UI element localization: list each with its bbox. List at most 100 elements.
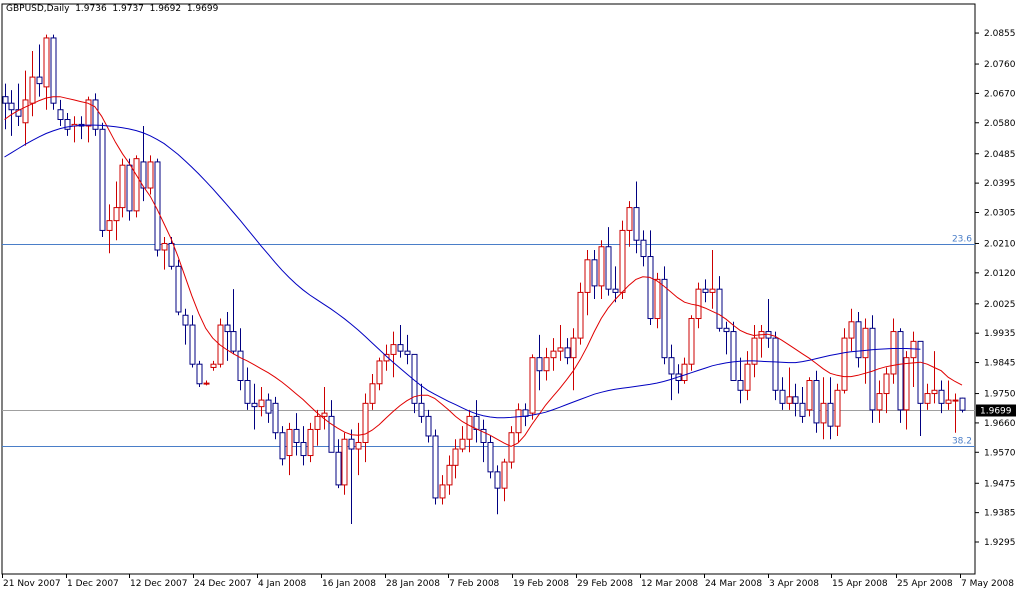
candle-body	[772, 337, 779, 391]
candle-body	[487, 441, 494, 473]
candle-body	[681, 363, 688, 382]
candle-body	[57, 109, 64, 121]
y-tick-label: 2.0760	[984, 60, 1016, 70]
candle-body	[598, 246, 605, 287]
fib-level-label: 38.2	[952, 437, 972, 447]
chart-symbol-label: GBPUSD,Daily 1.9736 1.9737 1.9692 1.9699	[6, 4, 218, 14]
candle-body	[43, 37, 50, 88]
y-tick-label: 2.0580	[984, 119, 1016, 129]
candle-body	[508, 432, 515, 463]
candle-body	[355, 441, 362, 450]
candle-body	[723, 327, 730, 333]
candle-body	[2, 96, 9, 104]
candle-body	[452, 448, 459, 466]
x-tick-label: 7 Feb 2008	[449, 579, 500, 589]
candle-body	[716, 288, 723, 329]
x-tick-label: 12 Mar 2008	[641, 579, 698, 589]
candle-body	[272, 402, 279, 434]
candle-body	[279, 432, 286, 460]
candle-body	[126, 164, 133, 212]
candle-body	[425, 415, 432, 437]
candle-body	[64, 119, 71, 130]
candle-body	[952, 399, 959, 402]
candle-body	[494, 471, 501, 489]
candle-body	[383, 353, 390, 362]
candle-body	[376, 360, 383, 385]
candle-body	[903, 357, 910, 411]
candle-body	[348, 438, 355, 450]
candle-body	[307, 428, 314, 457]
candle-body	[550, 350, 557, 359]
candle-body	[36, 76, 43, 85]
candle-body	[446, 464, 453, 486]
plot-frame	[1, 3, 976, 575]
candle-body	[390, 344, 397, 355]
candle-body	[196, 363, 203, 385]
candle-body	[293, 428, 300, 443]
y-tick-label: 2.0025	[984, 300, 1016, 310]
candle-body	[265, 399, 272, 414]
candle-body	[22, 99, 29, 124]
candle-body	[543, 357, 550, 372]
y-tick-label: 2.0670	[984, 89, 1016, 99]
candle-body	[799, 402, 806, 417]
x-tick-label: 21 Nov 2007	[3, 579, 61, 589]
candle-body	[501, 461, 508, 489]
x-tick-label: 4 Jan 2008	[258, 579, 306, 589]
candle-body	[210, 363, 217, 368]
candle-body	[702, 288, 709, 293]
candle-body	[217, 324, 224, 365]
candle-body	[189, 324, 196, 365]
candle-body	[959, 397, 966, 411]
candle-body	[619, 229, 626, 293]
candle-body	[140, 161, 147, 189]
y-tick-label: 1.9385	[984, 509, 1016, 519]
candle-body	[328, 415, 335, 453]
candle-body	[119, 164, 126, 209]
y-tick-label: 2.0485	[984, 150, 1016, 160]
candle-body	[917, 340, 924, 404]
x-tick-label: 1 Dec 2007	[67, 579, 119, 589]
y-tick-label: 2.0855	[984, 29, 1016, 39]
candle-body	[8, 102, 15, 111]
candle-body	[175, 265, 182, 313]
candle-body	[321, 412, 328, 417]
candle-body	[855, 321, 862, 359]
y-tick-label: 1.9845	[984, 359, 1016, 369]
candle-body	[938, 389, 945, 404]
candle-body	[397, 344, 404, 352]
candle-body	[244, 380, 251, 404]
candle-body	[640, 239, 647, 258]
candle-body	[404, 350, 411, 355]
candle-body	[251, 402, 258, 408]
fib-level-label: 23.6	[952, 235, 972, 245]
candle-body	[480, 428, 487, 443]
y-tick-label: 1.9570	[984, 448, 1016, 458]
symbol-name: GBPUSD,Daily	[6, 4, 70, 14]
candle-body	[890, 331, 897, 375]
x-tick-label: 15 Apr 2008	[832, 579, 888, 589]
candle-body	[688, 318, 695, 365]
candle-body	[924, 393, 931, 404]
candle-body	[591, 259, 598, 287]
candle-body	[133, 158, 140, 212]
y-tick-label: 1.9660	[984, 419, 1016, 429]
moving-average-fast-line	[4, 96, 963, 447]
candle-body	[113, 207, 120, 222]
y-tick-label: 1.9750	[984, 390, 1016, 400]
candle-body	[182, 314, 189, 326]
candle-body	[827, 402, 834, 427]
candle-body	[661, 278, 668, 359]
candle-body	[515, 409, 522, 434]
candle-body	[862, 327, 869, 359]
x-tick-label: 28 Jan 2008	[386, 579, 440, 589]
current-price-label: 1.9699	[980, 407, 1012, 417]
y-tick-label: 2.0210	[984, 239, 1016, 249]
candle-body	[570, 337, 577, 359]
x-tick-label: 16 Jan 2008	[322, 579, 376, 589]
candle-body	[848, 321, 855, 339]
y-tick-label: 2.0120	[984, 269, 1016, 279]
y-tick-label: 1.9295	[984, 538, 1016, 548]
candle-body	[362, 402, 369, 443]
candle-body	[335, 451, 342, 486]
